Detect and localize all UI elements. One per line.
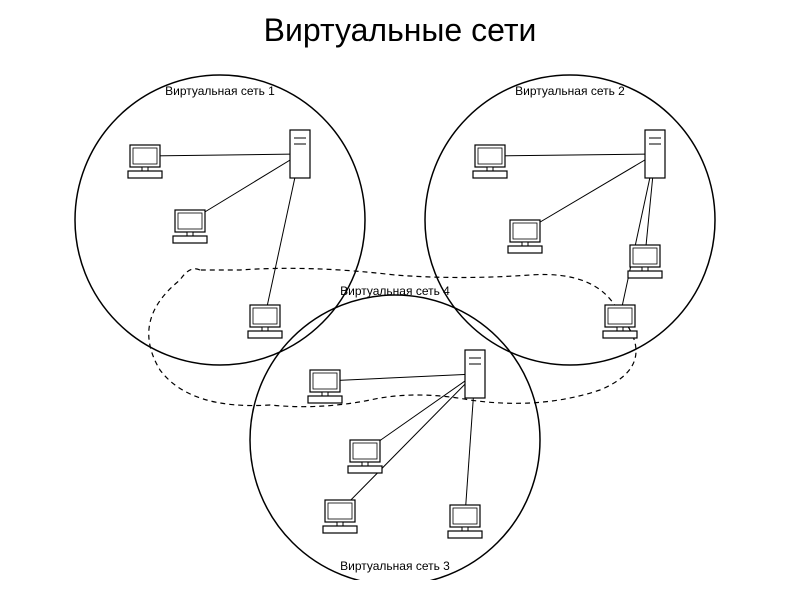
computer-c1c <box>248 305 282 338</box>
labels-layer: Виртуальная сеть 1 Виртуальная сеть 2 Вирт… <box>165 84 625 573</box>
network-circle-net2 <box>425 75 715 365</box>
computer-c3a <box>308 370 342 403</box>
edges-layer <box>145 154 655 516</box>
computer-c1a <box>128 145 162 178</box>
computer-c3c <box>323 500 357 533</box>
server-srv3 <box>465 350 485 398</box>
edge-c2b-srv2 <box>525 154 655 231</box>
computer-c2a <box>473 145 507 178</box>
network-diagram: Виртуальная сеть 1 Виртуальная сеть 2 Вирт… <box>60 70 740 580</box>
network-label-net4: Виртуальная сеть 4 <box>340 284 450 298</box>
edge-c3b-srv3 <box>365 374 475 451</box>
edge-c1b-srv1 <box>190 154 300 221</box>
network-label-net1: Виртуальная сеть 1 <box>165 84 275 98</box>
server-srv1 <box>290 130 310 178</box>
edge-c1a-srv1 <box>145 154 300 156</box>
network-label-net3: Виртуальная сеть 3 <box>340 559 450 573</box>
computer-c2c <box>628 245 662 278</box>
page-title: Виртуальные сети <box>0 12 800 49</box>
computer-c2b <box>508 220 542 253</box>
computer-c3b <box>348 440 382 473</box>
network-circle-net3 <box>250 295 540 580</box>
network-label-net2: Виртуальная сеть 2 <box>515 84 625 98</box>
network-circle-net1 <box>75 75 365 365</box>
computer-c2d <box>603 305 637 338</box>
server-srv2 <box>645 130 665 178</box>
title-text: Виртуальные сети <box>264 12 537 48</box>
computer-c3d <box>448 505 482 538</box>
computer-c1b <box>173 210 207 243</box>
edge-c3a-srv3 <box>325 374 475 381</box>
nodes-layer <box>128 130 665 538</box>
edge-c2a-srv2 <box>490 154 655 156</box>
